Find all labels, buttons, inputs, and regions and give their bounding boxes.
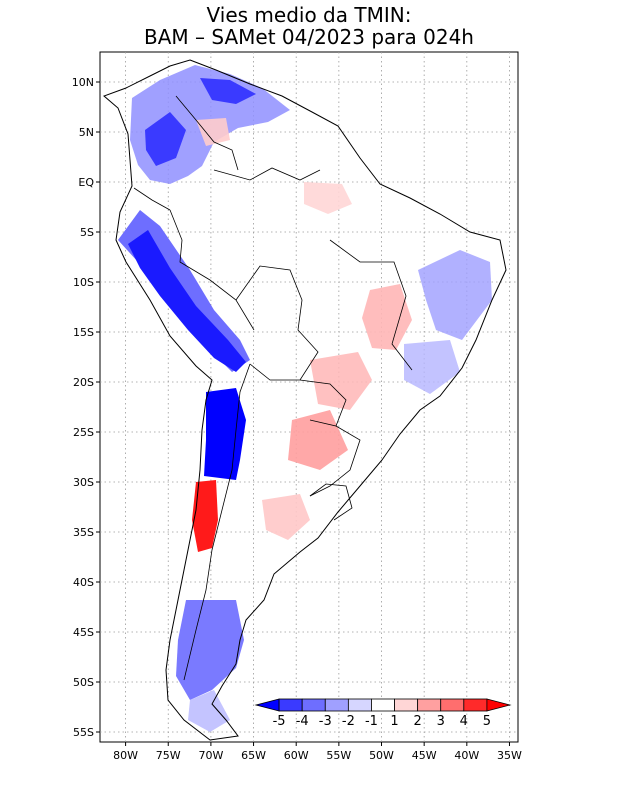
lat-tick-label: 40S <box>73 576 94 589</box>
lon-tick-label: 50W <box>369 749 394 762</box>
cold-area-southeast-brazil <box>404 340 460 394</box>
warm-area-central-brazil <box>362 284 412 350</box>
lon-tick-label: 35W <box>497 749 522 762</box>
colorbar-segment <box>463 698 488 712</box>
colorbar-label: -5 <box>273 714 286 729</box>
south-america-coastline <box>103 59 507 741</box>
colorbar-segment <box>301 698 326 712</box>
lat-tick-label: 45S <box>73 626 94 639</box>
colorbar-segment <box>347 698 372 712</box>
colorbar-segment <box>440 698 465 712</box>
lat-tick-label: 35S <box>73 526 94 539</box>
lat-tick-label: 25S <box>73 426 94 439</box>
colorbar-segment <box>278 698 303 712</box>
colorbar-label: 3 <box>437 714 445 729</box>
map-title-line-1: Vies medio da TMIN: <box>206 3 412 27</box>
colorbar-segment <box>324 698 349 712</box>
colorbar-label: -2 <box>342 714 355 729</box>
warm-area-argentina <box>262 494 310 540</box>
border-brazil-states <box>329 239 413 371</box>
lat-tick-label: 5N <box>79 126 94 139</box>
weak-warm-guiana <box>196 118 230 146</box>
lat-tick-label: 10S <box>73 276 94 289</box>
lon-tick-label: 55W <box>326 749 351 762</box>
lat-tick-label: 15S <box>73 326 94 339</box>
colorbar-segment <box>394 698 419 712</box>
colorbar-segment <box>371 698 395 712</box>
border-peru-brazil <box>169 209 255 331</box>
weak-warm-amazon <box>304 182 352 214</box>
lon-tick-label: 65W <box>241 749 266 762</box>
colorbar-label: 1 <box>390 714 398 729</box>
lat-tick-label: 10N <box>72 76 94 89</box>
colorbar-label: 5 <box>483 714 491 729</box>
lon-tick-label: 45W <box>412 749 437 762</box>
weak-cold-patagonia <box>188 690 230 732</box>
colorbar: -5 -4 -3 -2 -1 1 2 3 4 5 <box>254 698 512 729</box>
strong-cold-peru <box>128 230 246 372</box>
lon-tick-label: 40W <box>454 749 479 762</box>
border-argentina-chile <box>183 363 251 681</box>
cold-area-patagonia <box>176 600 244 700</box>
warm-area-chaco <box>310 352 372 410</box>
strong-warm-chile <box>192 480 218 552</box>
lon-tick-label: 60W <box>284 749 309 762</box>
lat-tick-label: 55S <box>73 726 94 739</box>
strong-cold-north <box>200 78 256 104</box>
strong-cold-chile <box>204 388 246 480</box>
cold-area-northeast-brazil <box>418 250 492 340</box>
border-colombia-venezuela <box>175 95 239 171</box>
colorbar-label: -1 <box>365 714 378 729</box>
border-brazil-north <box>213 167 321 181</box>
lat-tick-label: 30S <box>73 476 94 489</box>
border-argentina-brazil <box>309 425 361 497</box>
colorbar-label: -4 <box>296 714 309 729</box>
lat-tick-label: EQ <box>78 176 94 189</box>
lon-tick-label: 75W <box>156 749 181 762</box>
latitude-axis: 10N 5N EQ 5S 10S 15S 20S 25S 30S 35S 40S 45S 50S 55S <box>72 76 100 739</box>
lat-tick-label: 5S <box>80 226 94 239</box>
border-bolivia <box>235 265 319 381</box>
lon-tick-label: 80W <box>113 749 138 762</box>
longitude-axis: 80W 75W 70W 65W 60W 55W 50W 45W 40W 35W <box>113 742 522 762</box>
border-paraguay <box>299 379 347 427</box>
strong-cold-colombia <box>145 112 186 166</box>
lon-tick-label: 70W <box>198 749 223 762</box>
border-uruguay <box>309 483 353 521</box>
country-borders <box>133 95 413 681</box>
colorbar-label: 2 <box>413 714 421 729</box>
bias-field <box>118 65 492 732</box>
map-title-line-2: BAM – SAMet 04/2023 para 024h <box>144 25 474 49</box>
lat-tick-label: 50S <box>73 676 94 689</box>
colorbar-label: -3 <box>319 714 332 729</box>
lat-tick-label: 20S <box>73 376 94 389</box>
colorbar-arrow-high <box>486 698 512 712</box>
border-ecuador-peru <box>133 187 171 211</box>
colorbar-label: 4 <box>460 714 468 729</box>
colorbar-segment <box>417 698 442 712</box>
